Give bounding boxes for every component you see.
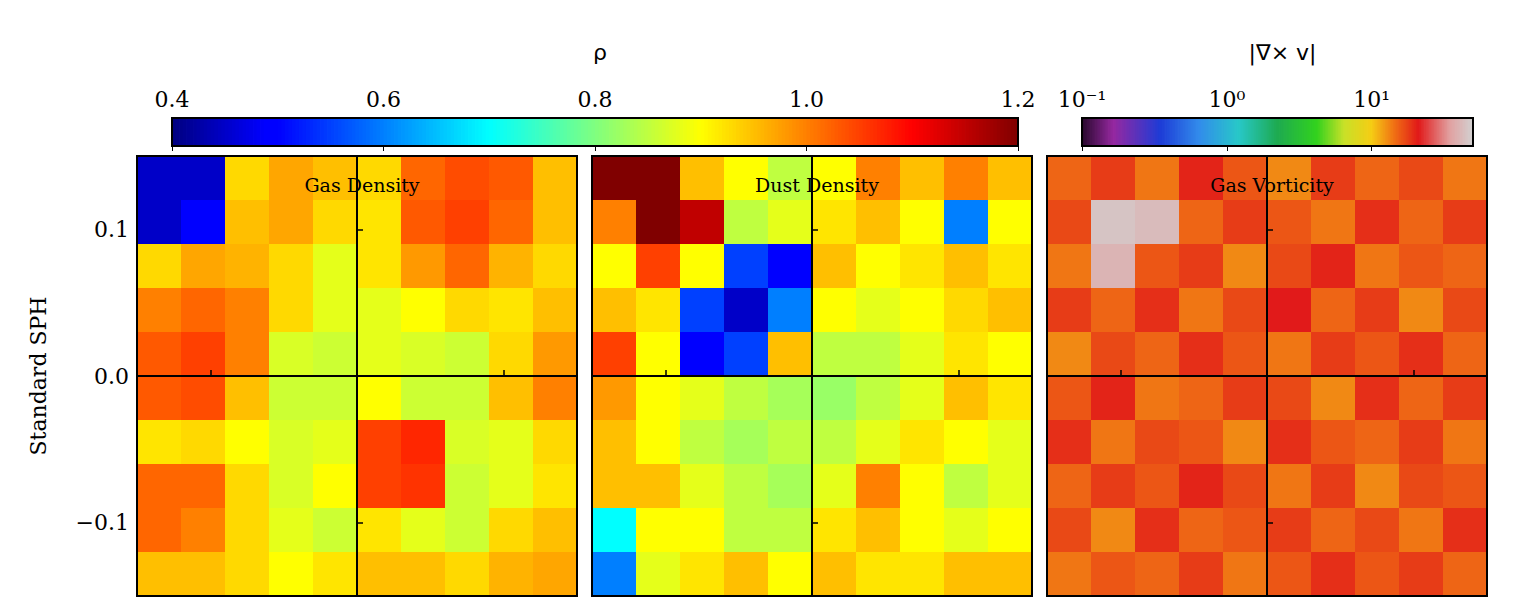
svg-text:0.8: 0.8 (578, 87, 613, 112)
svg-text:|∇× v|: |∇× v| (1249, 40, 1317, 66)
svg-text:1.0: 1.0 (789, 87, 824, 112)
svg-text:Gas Density: Gas Density (304, 174, 419, 196)
svg-text:10⁰: 10⁰ (1208, 87, 1245, 112)
svg-text:Dust Density: Dust Density (755, 174, 879, 196)
svg-text:10¹: 10¹ (1353, 87, 1390, 112)
svg-text:0.6: 0.6 (366, 87, 401, 112)
svg-text:Standard SPH: Standard SPH (26, 296, 51, 455)
svg-text:ρ: ρ (593, 40, 607, 65)
svg-text:0.1: 0.1 (94, 217, 129, 242)
svg-text:10⁻¹: 10⁻¹ (1058, 87, 1106, 112)
svg-text:0.0: 0.0 (94, 364, 129, 389)
svg-text:Gas Vorticity: Gas Vorticity (1210, 174, 1334, 196)
svg-text:1.2: 1.2 (1001, 87, 1036, 112)
svg-text:0.4: 0.4 (155, 87, 190, 112)
svg-text:−0.1: −0.1 (76, 510, 129, 535)
